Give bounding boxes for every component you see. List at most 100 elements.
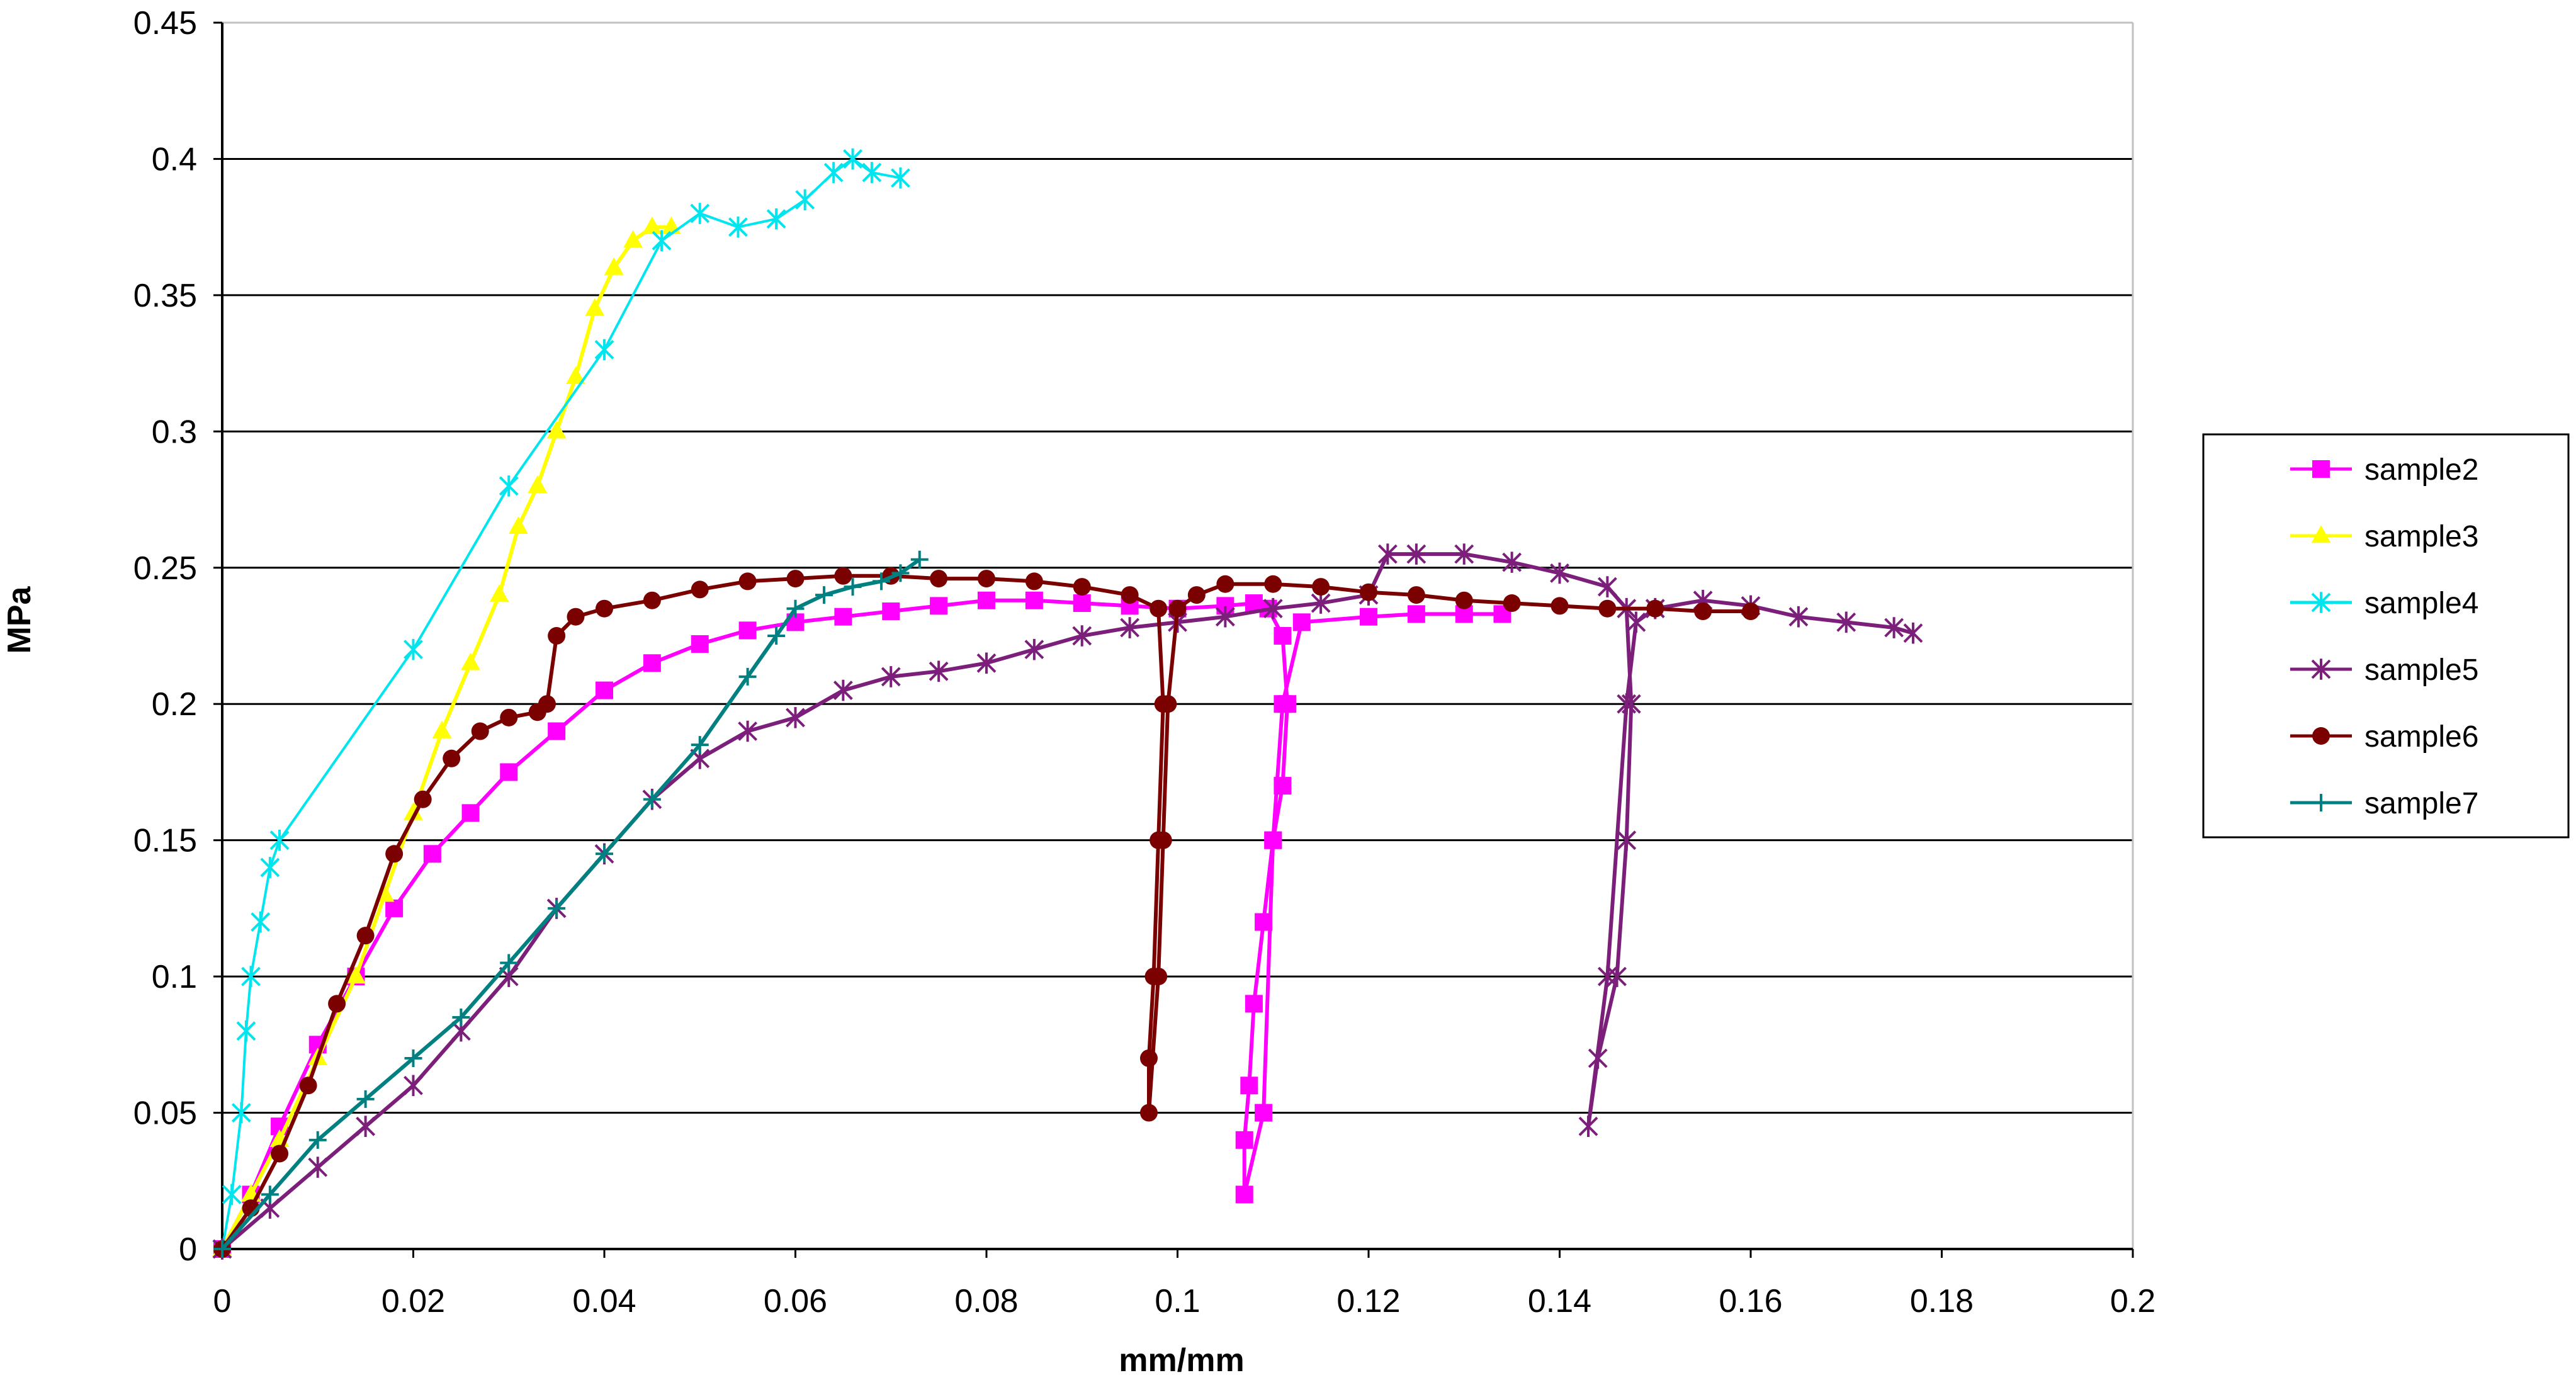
data-point-sample6: [930, 570, 948, 588]
data-point-sample5: [1903, 622, 1923, 644]
data-point-sample6: [978, 570, 995, 588]
legend-swatch-marker: [2311, 659, 2331, 680]
data-point-sample4: [251, 911, 271, 933]
data-point-sample6: [1150, 968, 1168, 986]
data-point-sample5: [1550, 562, 1569, 584]
legend-swatch-marker: [2312, 794, 2330, 811]
series-sample5: [212, 543, 1923, 1260]
data-point-sample2: [1274, 695, 1292, 713]
data-point-sample6: [1139, 1049, 1158, 1067]
data-point-sample7: [891, 564, 910, 582]
x-tick-label: 0.18: [1910, 1283, 1974, 1320]
data-point-sample2: [1235, 1185, 1253, 1204]
data-point-sample6: [1455, 591, 1473, 609]
data-point-sample2: [1025, 591, 1043, 609]
data-point-sample2: [548, 722, 566, 740]
data-point-sample5: [1215, 606, 1235, 628]
data-point-sample5: [1788, 606, 1809, 628]
y-tick-label: 0.25: [133, 550, 197, 587]
data-point-sample4: [231, 1102, 251, 1124]
data-point-sample3: [623, 230, 643, 248]
data-point-sample2: [1264, 831, 1282, 849]
data-point-sample5: [738, 720, 758, 742]
axes: [213, 21, 2134, 1258]
data-point-sample5: [1617, 829, 1637, 851]
y-tick-label: 0.15: [133, 823, 197, 859]
x-tick-label: 0.2: [2110, 1283, 2155, 1320]
data-point-sample6: [1154, 831, 1172, 849]
data-point-sample2: [834, 608, 852, 626]
data-point-sample6: [567, 608, 585, 626]
data-point-sample5: [404, 1075, 423, 1097]
series-sample2: [213, 591, 1511, 1258]
legend-label: sample7: [2364, 787, 2478, 820]
data-point-sample7: [452, 1009, 470, 1027]
y-tick-label: 0.4: [152, 141, 197, 178]
data-point-sample6: [548, 627, 566, 645]
data-point-sample5: [1597, 966, 1617, 987]
data-point-sample6: [1646, 599, 1664, 618]
data-point-sample7: [786, 599, 805, 618]
data-point-sample4: [862, 162, 882, 183]
data-point-sample6: [471, 722, 489, 740]
data-point-sample6: [1598, 599, 1617, 618]
series-line-sample7: [220, 558, 921, 1250]
data-point-sample5: [1120, 617, 1140, 638]
data-point-sample2: [1274, 627, 1292, 645]
data-point-sample3: [432, 720, 452, 738]
data-point-sample2: [930, 597, 948, 615]
legend-label: sample4: [2364, 587, 2478, 620]
data-point-sample2: [1240, 1077, 1258, 1095]
data-point-sample3: [546, 421, 567, 439]
data-point-sample6: [1503, 594, 1521, 613]
data-point-sample6: [1025, 572, 1043, 591]
series-group: [212, 148, 1923, 1260]
legend-box: [2202, 433, 2570, 839]
x-tick-label: 0.04: [572, 1283, 636, 1320]
data-point-sample5: [1072, 625, 1092, 647]
data-point-sample6: [1159, 695, 1177, 713]
legend-label: sample2: [2364, 453, 2478, 487]
data-point-sample5: [833, 679, 853, 701]
y-tick-label: 0.05: [133, 1095, 197, 1132]
data-point-sample4: [652, 230, 672, 252]
data-point-sample5: [1836, 611, 1856, 633]
data-point-sample5: [929, 660, 949, 682]
legend-label: sample6: [2364, 720, 2478, 754]
data-point-sample3: [509, 516, 528, 534]
data-point-sample5: [1502, 551, 1522, 573]
data-point-sample6: [691, 580, 709, 599]
data-point-sample3: [461, 652, 480, 670]
data-point-sample6: [1139, 1104, 1158, 1122]
data-point-sample7: [767, 627, 786, 645]
data-point-sample6: [1312, 578, 1330, 596]
data-point-sample7: [404, 1049, 422, 1067]
data-point-sample4: [236, 1020, 256, 1042]
data-point-sample6: [1073, 578, 1091, 596]
data-point-sample2: [500, 763, 518, 781]
data-point-sample2: [1255, 913, 1273, 931]
data-point-sample5: [1024, 638, 1044, 660]
data-point-sample4: [222, 1184, 242, 1206]
data-point-sample6: [1742, 602, 1760, 621]
tick-labels: 0 0.05 0.1 0.15 0.2 0.25 0.3 0.35 0.4 0.45 0 0.02 0.…: [133, 5, 2155, 1320]
data-point-sample4: [823, 162, 844, 183]
data-point-sample7: [500, 954, 518, 972]
legend-item-sample7: sample7: [2290, 787, 2478, 820]
data-point-sample3: [489, 584, 509, 602]
data-point-sample5: [1884, 617, 1904, 638]
data-point-sample6: [385, 845, 404, 863]
data-point-sample6: [1264, 575, 1282, 593]
x-tick-label: 0.1: [1155, 1283, 1200, 1320]
data-point-sample4: [843, 148, 862, 170]
data-point-sample2: [1360, 608, 1377, 626]
data-point-sample2: [1073, 594, 1091, 613]
legend-label: sample5: [2364, 653, 2478, 687]
data-point-sample6: [1551, 597, 1569, 615]
legend-swatch-marker: [2311, 592, 2331, 613]
data-point-sample3: [642, 216, 662, 234]
x-tick-label: 0.16: [1719, 1283, 1782, 1320]
data-point-sample6: [1407, 586, 1425, 604]
data-point-sample6: [1121, 586, 1139, 604]
